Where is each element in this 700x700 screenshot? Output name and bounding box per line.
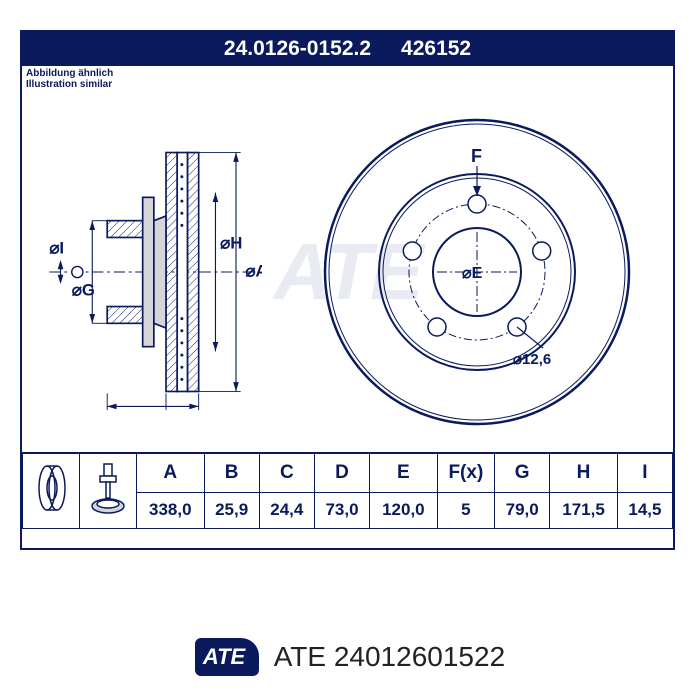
col-B: B [204,453,259,492]
col-I: I [617,453,672,492]
val-G: 79,0 [495,492,550,528]
rotor-icon [27,458,75,518]
dim-D: D [103,410,114,412]
col-F: F(x) [437,453,494,492]
col-G: G [495,453,550,492]
subtitle-en: Illustration similar [26,79,669,90]
dim-E: ⌀E [462,265,483,282]
col-A: A [137,453,205,492]
val-I: 14,5 [617,492,672,528]
side-view-drawing: ⌀A ⌀H ⌀G ⌀I D [42,132,262,412]
val-B: 25,9 [204,492,259,528]
brand-logo: ATE [195,638,259,676]
dim-B: B [143,410,154,412]
dim-I: ⌀I [49,238,64,257]
dim-H: ⌀H [220,234,242,253]
part-number-2: 426152 [401,37,471,61]
diagram-area: ATE [22,92,673,452]
rotor-icon-cell [23,453,80,529]
bolt-icon [84,458,132,518]
dim-C: C (MTH) [180,410,237,412]
title-bar: 24.0126-0152.2 426152 [22,32,673,66]
val-F: 5 [437,492,494,528]
face-view-drawing: F ⌀E ⌀12,6 [317,112,637,432]
val-D: 73,0 [314,492,369,528]
val-E: 120,0 [370,492,438,528]
val-C: 24,4 [259,492,314,528]
dim-A: ⌀A [245,262,262,281]
part-number-1: 24.0126-0152.2 [224,37,371,61]
val-H: 171,5 [550,492,618,528]
footer-part-code: ATE 24012601522 [274,641,505,672]
val-A: 338,0 [137,492,205,528]
bolt-icon-cell [80,453,137,529]
col-C: C [259,453,314,492]
col-E: E [370,453,438,492]
drawing-frame: 24.0126-0152.2 426152 Abbildung ähnlich … [20,30,675,550]
dimension-table: A B C D E F(x) G H I 338,0 25,9 24,4 73,… [22,452,673,529]
subtitle: Abbildung ähnlich Illustration similar [22,66,673,92]
subtitle-de: Abbildung ähnlich [26,68,669,79]
dim-G: ⌀G [72,280,95,299]
dim-bolt: ⌀12,6 [513,351,551,368]
footer: ATE ATE 24012601522 [0,638,700,676]
col-D: D [314,453,369,492]
table-header-row: A B C D E F(x) G H I [23,453,673,492]
col-H: H [550,453,618,492]
dim-F: F [471,146,482,166]
